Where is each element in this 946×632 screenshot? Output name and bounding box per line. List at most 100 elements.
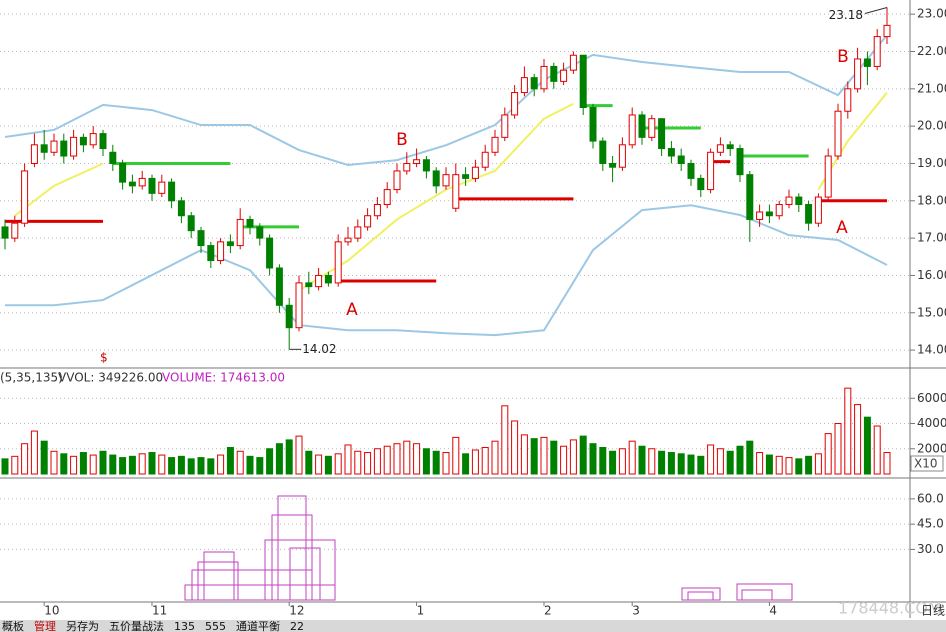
candle-body — [452, 174, 460, 209]
volume-bar — [128, 455, 136, 475]
volume-bar — [21, 443, 29, 475]
volume-bar — [295, 435, 303, 475]
toolbar-tab[interactable]: 五价量战法 — [109, 619, 164, 632]
candle-body — [383, 189, 391, 206]
candle-body — [50, 140, 58, 153]
y-tick-label: 19.00 — [917, 156, 946, 170]
volume-bar — [168, 457, 176, 475]
candle-body — [795, 196, 803, 206]
candle-body — [589, 106, 597, 142]
volume-bar — [30, 430, 38, 475]
volume-bar — [354, 450, 362, 475]
candle-body — [187, 215, 195, 232]
volume-bar — [834, 423, 842, 475]
volume-bar — [481, 446, 489, 475]
candle-body — [609, 162, 617, 168]
y-tick-label: 45.0 — [917, 517, 944, 531]
volume-bar — [599, 446, 607, 475]
volume-bar — [638, 445, 646, 475]
candle-body — [177, 200, 185, 217]
candle-body — [158, 181, 166, 194]
unit-label: X10 — [914, 457, 938, 471]
candle-body — [814, 196, 822, 224]
volume-bar — [1, 458, 9, 475]
volume-bar — [275, 443, 283, 475]
volume-bar — [403, 440, 411, 475]
candle-body — [667, 148, 675, 157]
candle-body — [60, 140, 68, 157]
toolbar-tab[interactable]: 管理 — [34, 619, 56, 632]
volume-bar — [158, 454, 166, 475]
volume-bar — [246, 455, 254, 475]
candle-body — [618, 144, 626, 168]
candle-body — [40, 144, 48, 153]
candle-body — [334, 241, 342, 284]
candle-body — [726, 144, 734, 150]
candle-body — [422, 159, 430, 172]
volume-bar — [491, 440, 499, 475]
candle-body — [79, 136, 87, 146]
candle-body — [844, 88, 852, 112]
volume-bar — [217, 454, 225, 475]
volume-bar — [873, 425, 881, 475]
candle-body — [775, 204, 783, 217]
toolbar-tab[interactable]: 22 — [290, 620, 304, 632]
high-label: 23.18 — [829, 8, 863, 22]
toolbar-tab[interactable]: 555 — [205, 620, 226, 632]
candle-body — [805, 204, 813, 224]
volume-bar — [746, 440, 754, 475]
toolbar-tab[interactable]: 通道平衡 — [236, 619, 280, 632]
volume-bar — [119, 457, 127, 475]
volume-bar — [79, 452, 87, 475]
volume-bar — [775, 455, 783, 475]
candle-body — [197, 230, 205, 247]
candle-body — [658, 118, 666, 150]
low-label: 14.02 — [302, 342, 336, 356]
candle-body — [354, 226, 362, 239]
volume-bar — [795, 458, 803, 475]
marker: $ — [100, 351, 108, 365]
volume-bar — [324, 455, 332, 475]
volume-bar — [716, 448, 724, 475]
volume-bar — [334, 453, 342, 475]
volume-bar — [658, 450, 666, 475]
x-tick-label: 12 — [289, 604, 304, 618]
toolbar-tab[interactable]: 另存为 — [66, 619, 99, 632]
y-tick-label: 30.0 — [917, 542, 944, 556]
candle-body — [393, 170, 401, 191]
unit-box — [910, 455, 944, 472]
toolbar-tab[interactable]: 135 — [174, 620, 195, 632]
y-tick-label: 20.00 — [917, 119, 946, 133]
candle-body — [854, 58, 862, 90]
candle-body — [638, 114, 646, 138]
volume-bar — [667, 452, 675, 475]
candle-body — [138, 177, 146, 187]
y-tick-label: 22.00 — [917, 44, 946, 58]
volume-bar — [628, 440, 636, 475]
volume-bar — [236, 450, 244, 475]
volume-bar — [432, 450, 440, 475]
volume-bar — [413, 443, 421, 475]
candle-body — [442, 174, 450, 187]
candle-body — [540, 65, 548, 90]
candle-body — [520, 77, 528, 94]
indicator-line — [5, 204, 888, 337]
volume-bar — [579, 435, 587, 475]
x-tick-label: 11 — [152, 604, 167, 618]
candle-body — [863, 58, 871, 67]
candle-body — [148, 177, 156, 194]
candle-body — [697, 177, 705, 191]
volume-bar — [99, 450, 107, 475]
candle-body — [207, 245, 215, 262]
candle-body — [687, 162, 695, 179]
candle-body — [30, 144, 38, 164]
volume-bar — [40, 440, 48, 475]
volume-bar — [824, 433, 832, 475]
volume-bar — [501, 405, 509, 475]
candle-body — [511, 92, 519, 116]
candle-body — [403, 162, 411, 172]
toolbar-tab[interactable]: 概板 — [2, 619, 24, 632]
volume-bar — [315, 454, 323, 475]
indicator-params: (5,35,135) — [0, 371, 63, 385]
